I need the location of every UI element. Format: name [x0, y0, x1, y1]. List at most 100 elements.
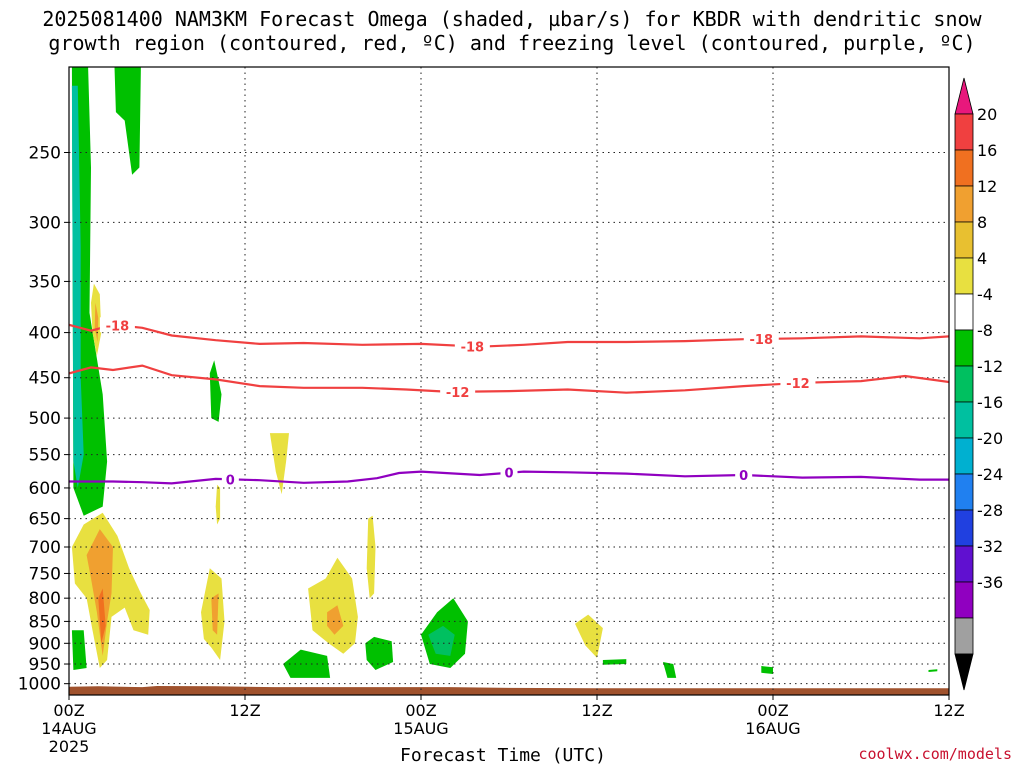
y-tick-label-1000: 1000 [18, 675, 61, 695]
colorbar-swatch-6 [954, 293, 974, 331]
y-tick-label-250: 250 [29, 143, 61, 163]
contour-label-bg [780, 375, 816, 391]
colorbar-swatch-8 [954, 365, 974, 403]
y-tick-label-700: 700 [29, 538, 61, 558]
contour-label-bg [454, 338, 490, 354]
omega-colorbar: 20 16 12 8 4 -4 -8 -12 -16 -20 -24 -28 -32 -36 [954, 77, 1003, 691]
contour-label-0-0: 0 [226, 473, 235, 488]
colorbar-label-9: -20 [977, 429, 1003, 448]
y-tick-label-900: 900 [29, 634, 61, 654]
colorbar-label-7: -12 [977, 357, 1003, 376]
x-tick-date-2: 15AUG [393, 719, 448, 738]
y-tick-label-500: 500 [29, 409, 61, 429]
x-tick-date-0: 14AUG [41, 719, 96, 738]
x-axis-title: Forecast Time (UTC) [400, 745, 606, 766]
omega-region-25 [928, 669, 938, 672]
y-tick-label-350: 350 [29, 272, 61, 292]
colorbar-swatch-0 [954, 77, 974, 115]
x-tick-label-2: 00Z [405, 701, 436, 720]
colorbar-label-10: -24 [977, 465, 1003, 484]
omega-region-16 [575, 614, 603, 658]
omega-region-1 [71, 85, 84, 488]
colorbar-swatch-15 [954, 617, 974, 655]
colorbar-label-11: -28 [977, 501, 1003, 520]
colorbar-label-0: 20 [977, 105, 997, 124]
contour-label--18-0: -18 [106, 319, 130, 334]
chart-title-line2: growth region (contoured, red, ºC) and f… [48, 31, 976, 55]
contour-label-bg [99, 317, 135, 333]
contour-label-bg [743, 330, 779, 346]
x-tick-year-0: 2025 [49, 737, 90, 756]
contour-label-bg [500, 464, 518, 480]
y-tick-label-650: 650 [29, 510, 61, 530]
omega-region-21 [428, 625, 455, 656]
contour-label--12-1: -12 [786, 377, 810, 392]
colorbar-label-3: 8 [977, 213, 987, 232]
omega-region-13 [308, 557, 358, 654]
omega-region-17 [71, 630, 87, 670]
contour-label-bg [440, 383, 476, 399]
colorbar-swatch-13 [954, 545, 974, 583]
omega-region-12 [211, 593, 219, 635]
colorbar-label-6: -8 [977, 321, 993, 340]
terrain-band [69, 686, 949, 695]
contour-lines: -18 -18 -18 -12 -12 0 0 0 [69, 317, 949, 488]
colorbar-swatch-4 [954, 221, 974, 259]
omega-region-10 [98, 588, 106, 644]
x-tick-label-3: 12Z [581, 701, 612, 720]
contour-0 [69, 470, 949, 485]
x-tick-label-1: 12Z [229, 701, 260, 720]
omega-region-3 [209, 360, 222, 422]
chart-title-line1: 2025081400 NAM3KM Forecast Omega (shaded… [42, 7, 982, 31]
colorbar-swatch-2 [954, 149, 974, 187]
colorbar-label-4: 4 [977, 249, 987, 268]
grid-lines [69, 67, 950, 695]
y-tick-label-750: 750 [29, 564, 61, 584]
site-credit[interactable]: coolwx.com/models [858, 745, 1012, 763]
colorbar-label-12: -32 [977, 537, 1003, 556]
contour--12 [69, 364, 949, 394]
colorbar-label-8: -16 [977, 393, 1003, 412]
colorbar-swatch-3 [954, 185, 974, 223]
y-tick-label-450: 450 [29, 369, 61, 389]
y-tick-label-800: 800 [29, 589, 61, 609]
y-tick-label-550: 550 [29, 446, 61, 466]
colorbar-swatch-10 [954, 437, 974, 475]
contour-label-0-1: 0 [504, 467, 513, 482]
omega-region-23 [663, 662, 677, 678]
contour-label--18-2: -18 [750, 333, 774, 348]
omega-region-7 [215, 484, 221, 525]
omega-region-22 [602, 659, 627, 665]
colorbar-swatch-12 [954, 509, 974, 547]
x-tick-label-0: 00Z [53, 701, 84, 720]
x-tick-date-4: 16AUG [745, 719, 800, 738]
y-tick-label-850: 850 [29, 612, 61, 632]
colorbar-swatch-14 [954, 581, 974, 619]
y-tick-label-600: 600 [29, 479, 61, 499]
omega-region-15 [366, 515, 376, 599]
omega-shading [69, 67, 949, 695]
omega-region-24 [761, 666, 773, 674]
omega-region-6 [269, 433, 289, 495]
contour-label--12-0: -12 [446, 386, 470, 401]
colorbar-swatch-5 [954, 257, 974, 295]
y-tick-label-950: 950 [29, 655, 61, 675]
x-tick-label-4: 00Z [757, 701, 788, 720]
omega-region-14 [327, 605, 344, 635]
omega-region-2 [114, 67, 141, 175]
colorbar-swatch-16 [954, 653, 974, 691]
x-tick-label-5: 12Z [933, 701, 964, 720]
colorbar-label-13: -36 [977, 573, 1003, 592]
contour-label-bg [735, 466, 753, 482]
omega-region-19 [365, 636, 394, 670]
contour-label-bg [221, 471, 239, 487]
colorbar-label-5: -4 [977, 285, 993, 304]
y-tick-label-400: 400 [29, 324, 61, 344]
y-tick-label-300: 300 [29, 213, 61, 233]
omega-region-9 [86, 529, 113, 656]
contour-label-0-2: 0 [739, 469, 748, 484]
colorbar-label-2: 12 [977, 177, 997, 196]
contour--18 [69, 323, 949, 348]
